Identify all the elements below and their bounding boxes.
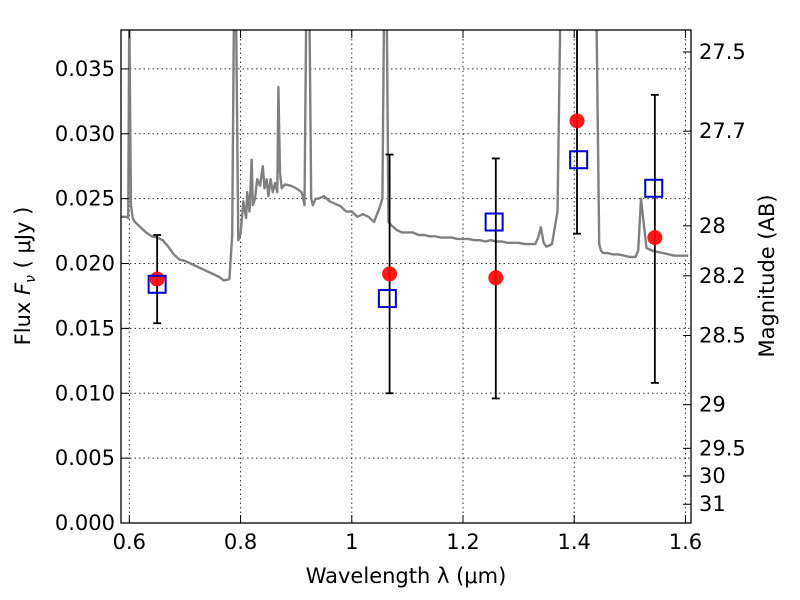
x-axis-label: Wavelength λ (μm) — [306, 564, 507, 588]
plot-frame — [120, 29, 692, 524]
y-axis-label: Flux Fν ( μJy ) — [11, 207, 39, 346]
model-photometry-point — [644, 178, 664, 198]
data-layer — [121, 30, 689, 282]
y2-tick-label: 27.7 — [699, 119, 746, 143]
spectrum-line — [121, 30, 689, 282]
model-photometry-point — [484, 212, 504, 232]
ticks-layer: 0.6 0.8 1 1.2 1.4 1.6 0.000 0.005 0.010 0.015 0.02… — [55, 30, 746, 554]
y2-tick-label: 29.5 — [699, 436, 746, 460]
y2-tick-label: 29 — [699, 393, 726, 417]
y2-tick-label: 27.5 — [699, 40, 746, 64]
y2-axis-label: Magnitude (AB) — [755, 194, 779, 357]
y2-tick-label: 28 — [699, 214, 726, 238]
model-photometry-point — [377, 289, 397, 309]
y-tick-label: 0.005 — [55, 446, 115, 470]
observed-flux-point — [382, 266, 398, 282]
y2-tick-label: 30 — [699, 464, 726, 488]
y-axis-label-suffix: ( μJy ) — [11, 207, 35, 275]
y-tick-label: 0.010 — [55, 381, 115, 405]
y-tick-label: 0.030 — [55, 122, 115, 146]
x-tick-label: 0.8 — [224, 530, 257, 554]
y-tick-label: 0.025 — [55, 187, 115, 211]
y-axis-label-symbol: F — [11, 282, 35, 295]
x-tick-label: 1.4 — [558, 530, 591, 554]
x-tick-label: 1.6 — [669, 530, 702, 554]
observed-flux-point — [647, 230, 663, 246]
x-tick-label: 1 — [345, 530, 358, 554]
y-tick-label: 0.000 — [55, 511, 115, 535]
y-axis-label-prefix: Flux — [11, 295, 35, 345]
y-tick-label: 0.020 — [55, 252, 115, 276]
plot-background — [121, 30, 691, 523]
observed-flux-point — [488, 270, 504, 286]
observed-flux-point — [149, 271, 165, 287]
y-axis-label-subscript: ν — [23, 275, 39, 283]
y2-tick-label: 28.2 — [699, 264, 746, 288]
y-tick-label: 0.035 — [55, 57, 115, 81]
y-tick-label: 0.015 — [55, 316, 115, 340]
observed-flux-point — [569, 113, 585, 129]
y2-tick-label: 31 — [699, 492, 726, 516]
model-photometry-point — [569, 150, 589, 170]
x-tick-label: 0.6 — [113, 530, 146, 554]
y2-tick-label: 28.5 — [699, 323, 746, 347]
model-photometry-point — [147, 274, 167, 294]
x-tick-label: 1.2 — [446, 530, 479, 554]
markers-layer — [147, 30, 664, 400]
